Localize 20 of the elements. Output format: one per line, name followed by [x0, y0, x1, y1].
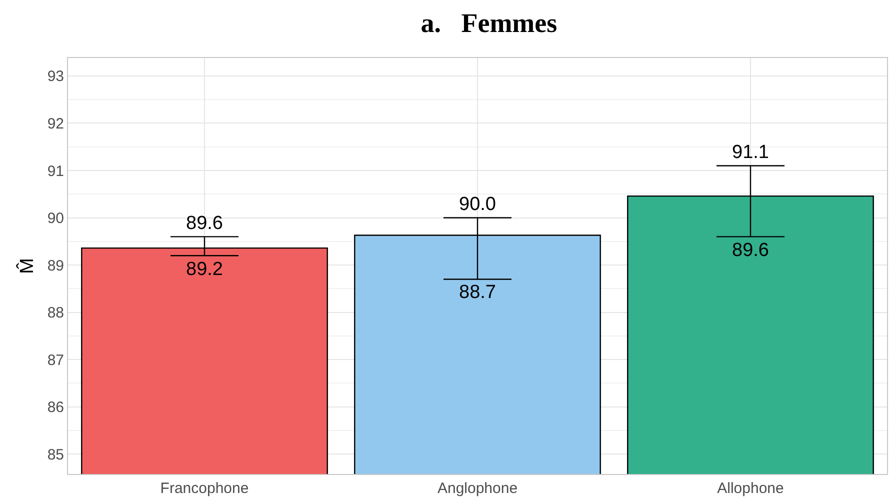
- y-tick-label: 88: [47, 304, 64, 322]
- y-tick-label: 87: [47, 352, 64, 369]
- y-tick-label: 92: [47, 115, 64, 132]
- chart-title: a. Femmes: [420, 8, 558, 38]
- annotation: 89.6: [732, 240, 769, 261]
- x-tick-label: Anglophone: [437, 480, 518, 497]
- y-tick-label: 93: [47, 68, 64, 86]
- y-tick-label: 89: [47, 257, 64, 274]
- y-tick-label: 85: [47, 446, 64, 464]
- annotation: 90.0: [459, 194, 496, 215]
- annotation: 89.6: [186, 213, 223, 234]
- y-tick-label: 86: [47, 399, 64, 416]
- y-axis-title: M̂: [16, 258, 38, 274]
- x-tick-label: Francophone: [160, 480, 249, 497]
- y-tick-label: 90: [47, 210, 64, 228]
- y-tick-label: 91: [47, 162, 64, 180]
- annotation: 88.7: [459, 282, 496, 303]
- x-tick-label: Allophone: [717, 480, 784, 497]
- annotation: 89.2: [186, 259, 223, 280]
- annotation: 91.1: [732, 142, 769, 163]
